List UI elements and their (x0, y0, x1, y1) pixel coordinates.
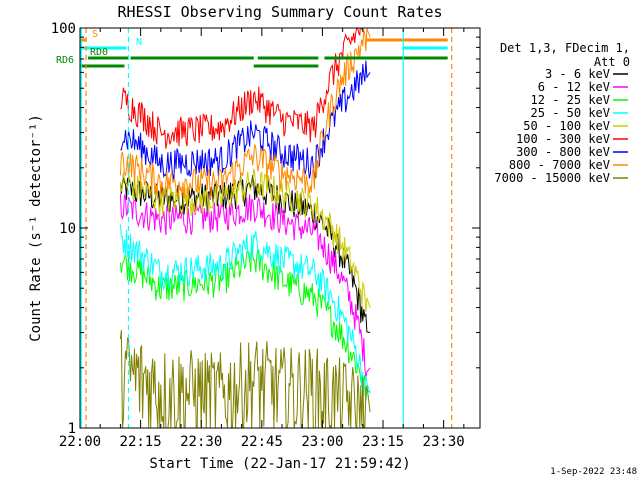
legend-entry-label: 12 - 25 keV (531, 93, 610, 107)
legend-entry-label: 300 - 800 keV (516, 145, 610, 159)
series-line (119, 330, 371, 428)
y-tick-label: 10 (59, 221, 76, 237)
x-tick-label: 23:30 (423, 434, 465, 450)
legend-title-line-1: Det 1,3, FDecim 1, (500, 41, 630, 55)
series-line (120, 60, 371, 180)
legend-entry-label: 7000 - 15000 keV (494, 171, 610, 185)
series-line (119, 193, 371, 379)
x-axis-label: Start Time (22-Jan-17 21:59:42) (149, 456, 410, 472)
x-tick-label: 23:00 (301, 434, 343, 450)
series-line (119, 173, 371, 334)
flag-label: RD0 (90, 47, 108, 58)
plot-area: S N RD0 (80, 28, 453, 428)
flag-label: N (136, 37, 142, 48)
series-line (119, 168, 371, 313)
footer-date: 1-Sep-2022 23:48 (550, 467, 637, 477)
series-line (119, 28, 371, 199)
y-axis-label: Count Rate (s⁻¹ detector⁻¹) (28, 114, 44, 342)
legend-entry-label: 800 - 7000 keV (509, 158, 610, 172)
x-tick-label: 22:15 (120, 434, 162, 450)
x-tick-label: 23:15 (362, 434, 404, 450)
legend-title-line-2: Att 0 (594, 55, 630, 69)
series-line (119, 246, 371, 401)
legend-entry-label: 50 - 100 keV (523, 119, 610, 133)
legend-entry-label: 6 - 12 keV (538, 80, 610, 94)
flag-label: S (92, 29, 98, 40)
x-tick-label: 22:00 (59, 434, 101, 450)
legend-entry-label: 25 - 50 keV (531, 106, 610, 120)
chart-title: RHESSI Observing Summary Count Rates (117, 3, 442, 21)
series-line (120, 28, 363, 149)
flag-label: RD6 (56, 55, 74, 66)
y-tick-label: 100 (51, 21, 76, 37)
x-tick-label: 22:30 (180, 434, 222, 450)
legend-entry-label: 100 - 300 keV (516, 132, 610, 146)
series-line (119, 224, 371, 396)
x-tick-label: 22:45 (241, 434, 283, 450)
legend-entry-label: 3 - 6 keV (545, 67, 610, 81)
y-tick-label: 1 (68, 421, 76, 437)
